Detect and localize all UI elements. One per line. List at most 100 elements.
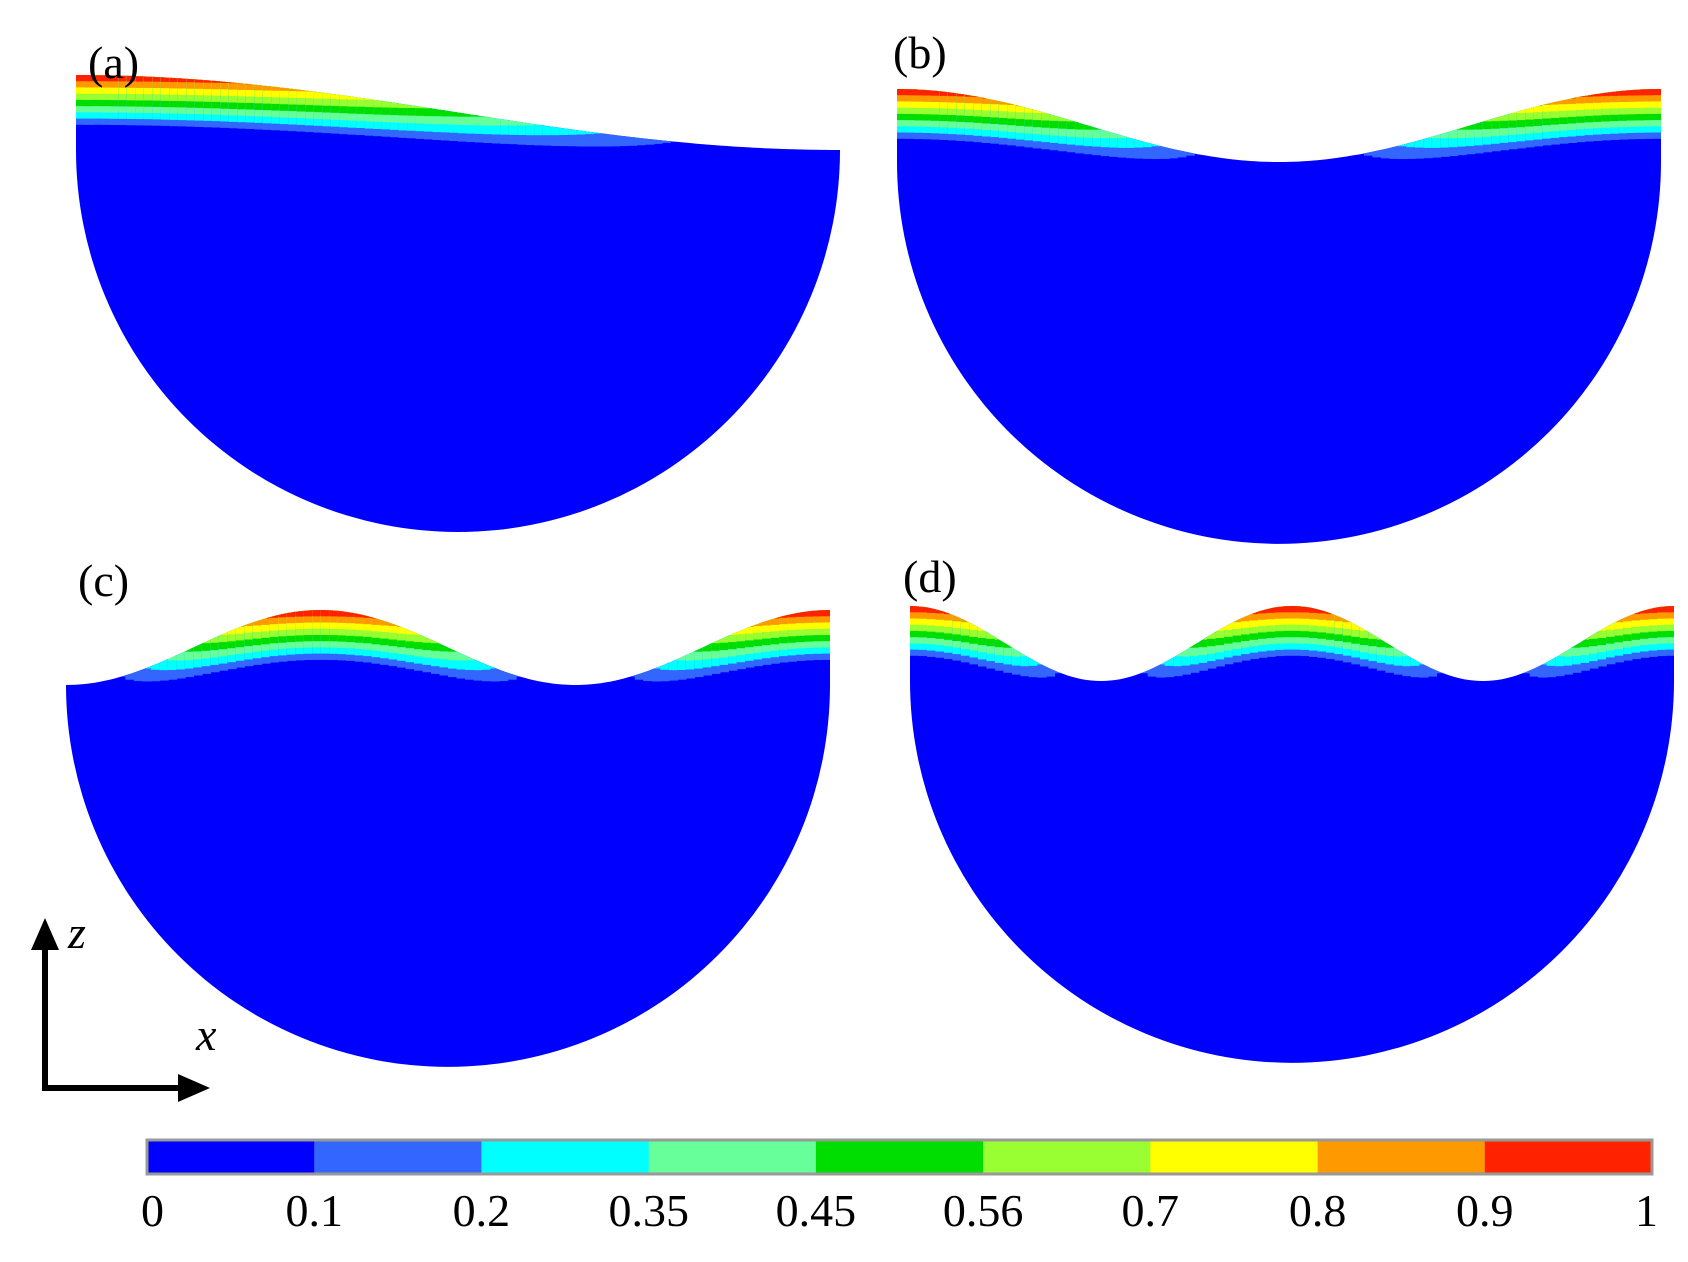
contour-band — [1406, 140, 1416, 159]
contour-band — [1275, 606, 1285, 613]
contour-band — [1419, 662, 1429, 665]
contour-band — [201, 639, 212, 651]
contour-band — [1032, 108, 1043, 121]
contour-band — [1173, 653, 1183, 657]
contour-band — [201, 639, 212, 644]
contour-band — [380, 619, 390, 626]
contour-band — [184, 647, 195, 661]
colorbar-swatch — [481, 1140, 650, 1174]
contour-band — [651, 665, 661, 669]
contour-band — [1563, 648, 1573, 666]
contour-band — [1652, 89, 1661, 96]
contour-band — [1550, 100, 1560, 105]
contour-band — [670, 139, 680, 142]
contour-band — [1156, 662, 1166, 678]
contour-band — [1627, 89, 1637, 96]
contour-band — [356, 95, 366, 100]
contour-band — [465, 655, 475, 661]
contour-band — [694, 647, 704, 652]
contour-band — [935, 608, 945, 614]
panel-c-label: (c) — [78, 555, 129, 606]
contour-band — [1003, 642, 1013, 648]
contour-band — [1075, 121, 1085, 130]
contour-band — [475, 113, 485, 117]
contour-band — [1309, 606, 1319, 613]
contour-band — [981, 96, 992, 104]
contour-band — [449, 109, 459, 117]
contour-band — [431, 639, 441, 651]
contour-band — [278, 612, 288, 618]
contour-band — [279, 85, 289, 91]
contour-band — [142, 665, 152, 682]
contour-band — [644, 137, 655, 145]
contour-band — [1317, 608, 1327, 614]
contour-band — [288, 86, 298, 98]
contour-band — [271, 84, 281, 91]
contour-band — [685, 651, 695, 661]
contour-band — [1580, 637, 1590, 648]
contour-band — [1139, 670, 1149, 674]
contour-band — [1092, 126, 1102, 130]
contour-band — [1363, 150, 1374, 156]
contour-band — [1593, 91, 1603, 97]
contour-band — [918, 606, 928, 613]
colorbar-tick-label: 0.2 — [453, 1185, 511, 1236]
contour-band — [1109, 131, 1119, 139]
contour-band — [1635, 89, 1645, 96]
contour-band — [914, 89, 924, 96]
contour-band — [1011, 648, 1022, 666]
contour-band — [660, 662, 670, 682]
contour-band — [244, 621, 254, 627]
contour-band — [339, 93, 349, 107]
contour-band — [235, 625, 246, 628]
contour-band — [593, 130, 604, 134]
contour-band — [262, 84, 273, 91]
contour-band — [1232, 618, 1242, 623]
contour-band — [736, 628, 746, 642]
contour-band — [143, 75, 154, 82]
contour-band — [439, 643, 449, 660]
contour-band — [964, 93, 975, 104]
contour-band — [1117, 133, 1127, 148]
contour-band — [1100, 128, 1110, 139]
contour-band — [1623, 614, 1633, 622]
colorbar-swatch — [815, 1140, 984, 1174]
contour-band — [1215, 627, 1225, 638]
panel-a-body — [76, 75, 840, 532]
contour-band — [490, 665, 500, 669]
contour-band — [261, 616, 271, 625]
contour-band — [1185, 150, 1195, 156]
contour-band — [254, 83, 264, 91]
contour-band — [952, 614, 962, 622]
contour-band — [458, 111, 468, 125]
contour-band — [1249, 611, 1259, 621]
contour-band — [244, 621, 254, 633]
contour-band — [1164, 657, 1174, 666]
contour-band — [407, 103, 417, 108]
contour-band — [931, 89, 941, 96]
contour-band — [986, 632, 996, 647]
contour-band — [414, 632, 424, 643]
contour-band — [559, 126, 570, 135]
contour-band — [1555, 653, 1565, 667]
contour-band — [1224, 622, 1234, 630]
colorbar-tick-label: 0 — [141, 1185, 164, 1236]
contour-band — [228, 80, 239, 84]
contour-band — [1546, 657, 1556, 678]
contour-band — [1410, 657, 1421, 678]
contour-band — [939, 89, 949, 96]
contour-band — [1457, 126, 1467, 139]
contour-band — [448, 647, 458, 652]
contour-band — [356, 95, 366, 107]
contour-band — [177, 76, 188, 89]
contour-band — [559, 126, 570, 147]
contour-band — [1385, 642, 1395, 656]
contour-band — [1589, 632, 1599, 639]
contour-band — [1380, 147, 1391, 159]
contour-band — [944, 611, 954, 615]
contour-band — [576, 128, 587, 147]
contour-band — [1614, 618, 1624, 629]
contour-band — [1215, 627, 1225, 631]
contour-band — [1249, 611, 1259, 615]
contour-band — [702, 643, 712, 652]
